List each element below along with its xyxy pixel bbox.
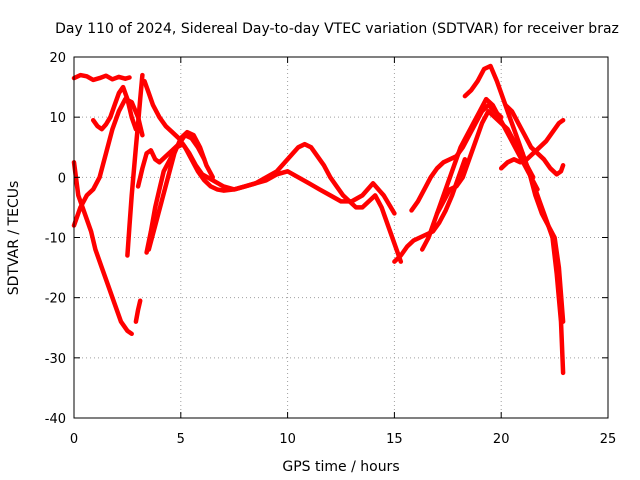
series-arc-1 <box>71 72 132 83</box>
series-arc-2 <box>71 160 134 337</box>
y-tick-label: -20 <box>45 292 66 307</box>
y-tick-label: -30 <box>45 352 66 367</box>
series-arc-19 <box>530 181 566 376</box>
axis-ticks: -40 -30 -20 -10 0 10 20 0 5 10 15 20 25 <box>45 51 617 447</box>
y-tick-label: -40 <box>45 412 66 427</box>
x-tick-label: 10 <box>279 432 296 447</box>
series-arc-10 <box>146 129 216 252</box>
series-arc-4 <box>90 84 139 132</box>
series-arc-14 <box>434 108 536 216</box>
x-tick-label: 15 <box>386 432 403 447</box>
x-axis-label: GPS time / hours <box>282 459 399 475</box>
series-arc-13 <box>419 96 540 252</box>
x-tick-label: 5 <box>177 432 185 447</box>
y-tick-label: 10 <box>49 111 66 126</box>
series-arc-6 <box>133 298 143 324</box>
series-arc-5 <box>125 72 145 258</box>
x-tick-label: 25 <box>600 432 617 447</box>
series-arc-11 <box>392 157 468 264</box>
series-arc-16 <box>498 117 566 171</box>
y-tick-label: 20 <box>49 51 66 66</box>
series-arc-9 <box>142 78 397 216</box>
series-arc-15 <box>462 63 525 156</box>
series-arc-17 <box>503 102 566 177</box>
y-tick-label: 0 <box>58 171 66 186</box>
y-axis-label: SDTVAR / TECUs <box>6 181 22 296</box>
series-layer <box>71 63 566 376</box>
chart-title: Day 110 of 2024, Sidereal Day-to-day VTE… <box>55 21 619 37</box>
series-arc-7 <box>144 141 404 264</box>
series-arc-3 <box>71 96 145 228</box>
x-tick-label: 20 <box>493 432 510 447</box>
y-tick-label: -10 <box>45 232 66 247</box>
series-arc-8 <box>135 132 207 189</box>
x-tick-label: 0 <box>70 432 78 447</box>
